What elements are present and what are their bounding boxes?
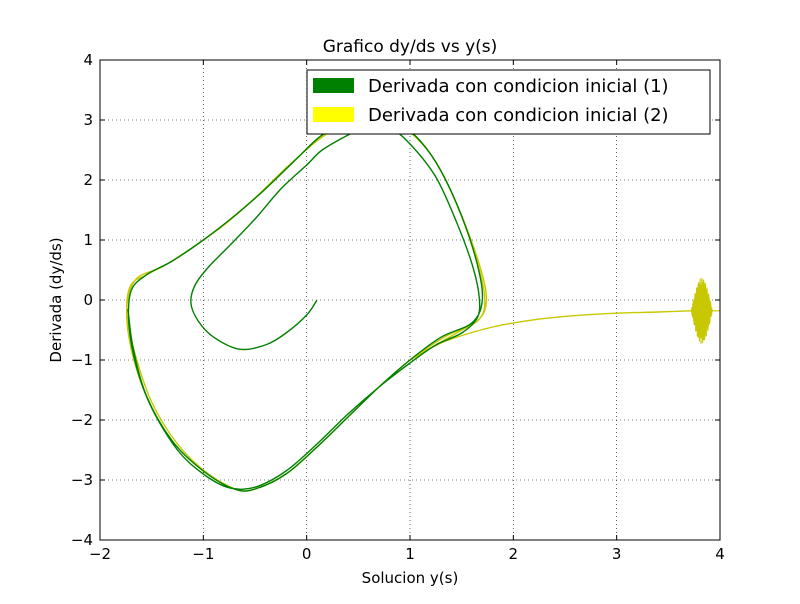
y-tick-label: −3 [71, 471, 93, 489]
x-tick-label: 3 [612, 545, 622, 563]
y-tick-label: −2 [71, 411, 93, 429]
y-tick-label: −4 [71, 531, 93, 549]
y-tick-label: 2 [83, 171, 93, 189]
legend-swatch-series-1 [313, 78, 354, 93]
y-tick-label: −1 [71, 351, 93, 369]
x-tick-label: −2 [89, 545, 111, 563]
x-tick-label: 0 [302, 545, 312, 563]
y-tick-label: 4 [83, 51, 93, 69]
x-axis-label: Solucion y(s) [362, 569, 459, 587]
y-tick-label: 3 [83, 111, 93, 129]
tick-labels: −2 −1 0 1 2 3 4 −4 −3 −2 −1 0 1 2 3 4 [71, 51, 725, 563]
legend-label-series-2: Derivada con condicion inicial (2) [368, 105, 669, 126]
y-tick-label: 0 [83, 291, 93, 309]
legend-label-series-1: Derivada con condicion inicial (1) [368, 76, 669, 97]
y-axis-label: Derivada (dy/ds) [47, 237, 65, 362]
legend-swatch-series-2 [313, 107, 354, 122]
x-tick-label: 2 [509, 545, 519, 563]
x-tick-label: −1 [192, 545, 214, 563]
legend: Derivada con condicion inicial (1) Deriv… [306, 69, 711, 135]
ticks [99, 59, 721, 541]
x-tick-label: 4 [715, 545, 725, 563]
x-tick-label: 1 [405, 545, 415, 563]
legend-box [306, 69, 711, 135]
series-1-line [127, 119, 484, 492]
y-tick-label: 1 [83, 231, 93, 249]
chart-title: Grafico dy/ds vs y(s) [323, 37, 498, 57]
series-2-oscillation [690, 277, 720, 344]
